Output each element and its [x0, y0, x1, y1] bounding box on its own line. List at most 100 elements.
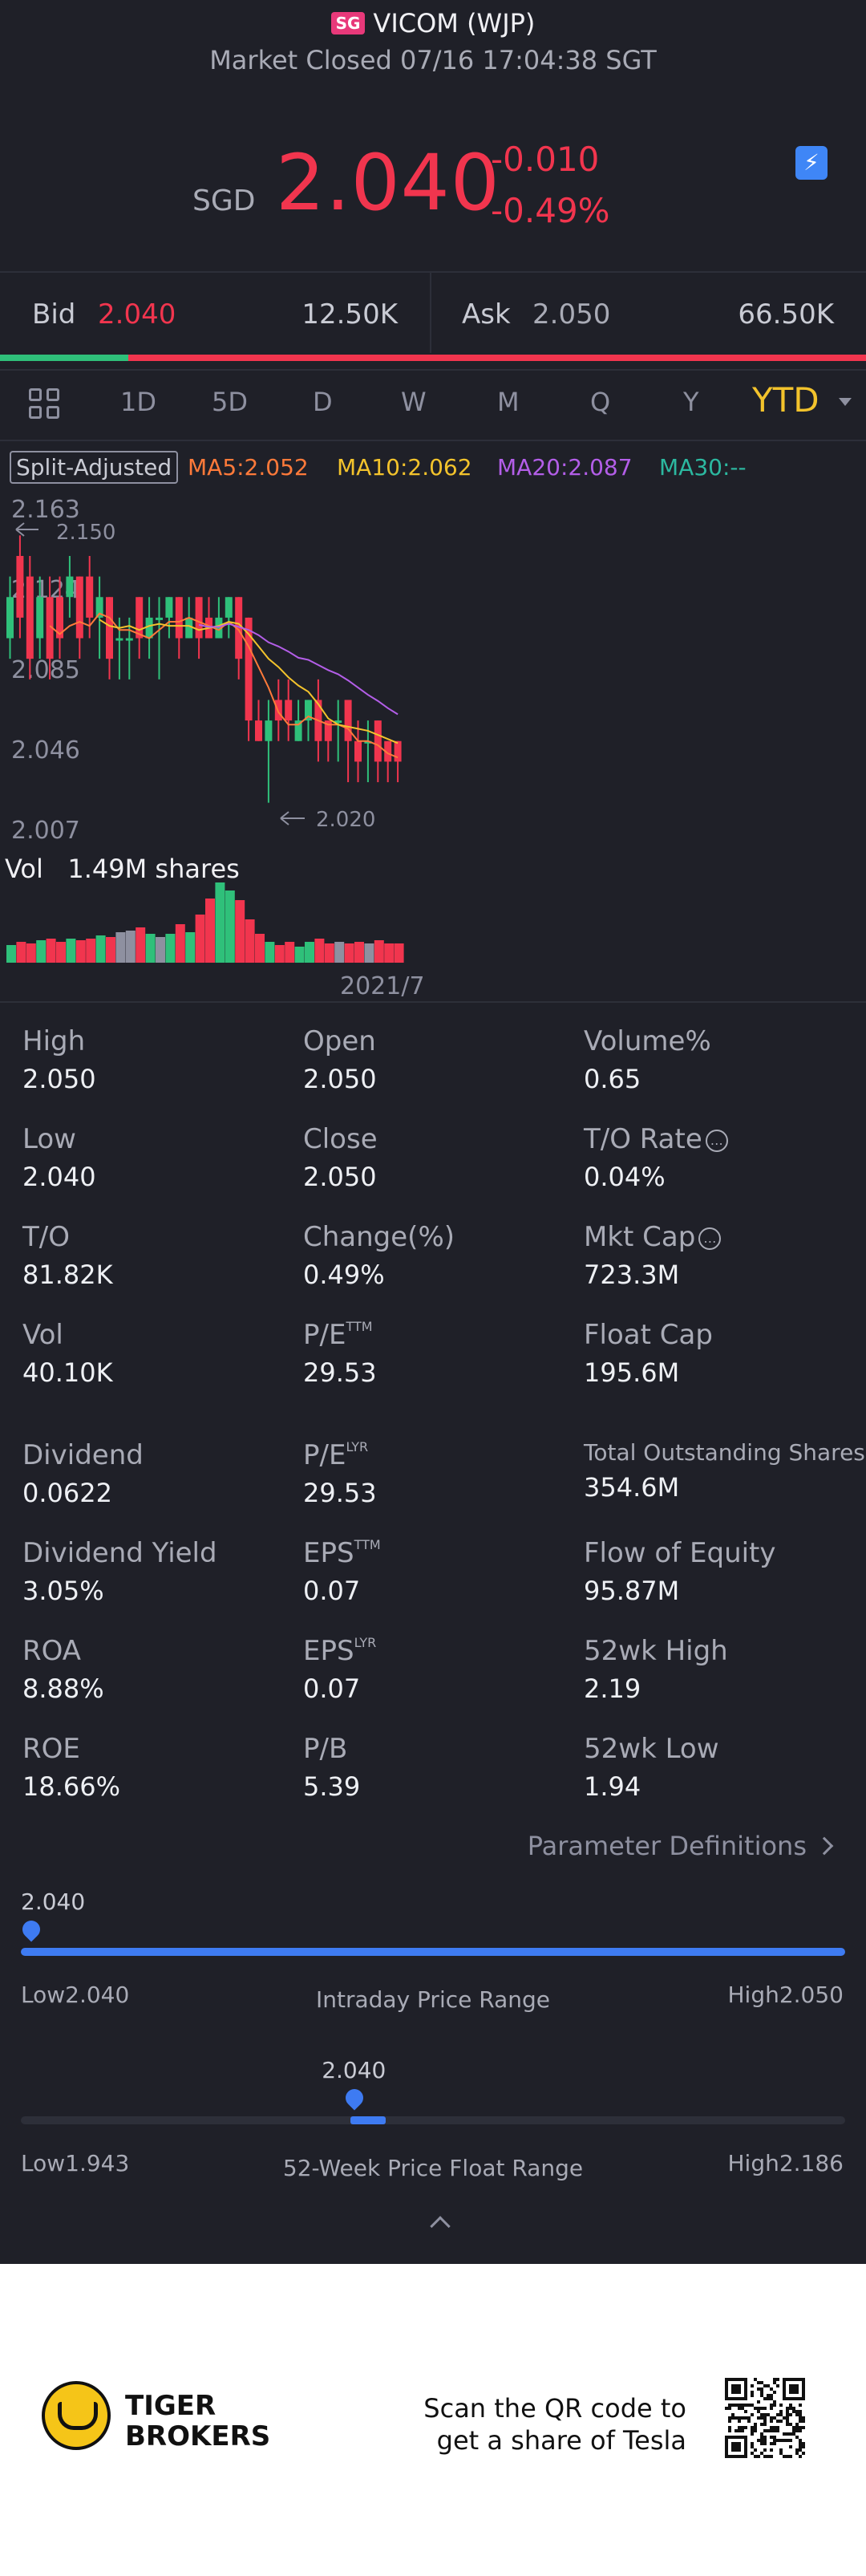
stat-value: 2.050 [303, 1064, 377, 1094]
qr-module [802, 2384, 805, 2387]
candlestick-chart[interactable]: 2.150 2.020 [0, 0, 866, 1003]
qr-module [728, 2420, 731, 2423]
qr-module [725, 2387, 728, 2391]
candle-body [136, 597, 144, 639]
qr-module [786, 2416, 789, 2420]
stat-mkt-cap: Mkt Cap… 723.3M [584, 1221, 722, 1290]
stat-label: Low [22, 1123, 76, 1155]
candle-body [165, 597, 173, 618]
qr-module [738, 2442, 741, 2445]
candle-body [285, 700, 293, 721]
chevron-down-icon[interactable] [839, 398, 852, 406]
info-icon[interactable]: … [698, 1227, 722, 1250]
tab-d[interactable]: D [313, 387, 333, 417]
stat-label: EPSTTM [303, 1537, 381, 1569]
candle-body [394, 740, 402, 762]
qr-module [760, 2387, 763, 2391]
qr-module [744, 2384, 747, 2387]
qr-module [779, 2410, 783, 2413]
qr-module [744, 2410, 747, 2413]
stat-value: 354.6M [584, 1472, 680, 1503]
divider [0, 1001, 866, 1003]
candle-body [225, 597, 233, 618]
qr-module [731, 2384, 734, 2387]
stat-label-sup: TTM [346, 1319, 373, 1334]
qr-module [799, 2448, 802, 2452]
qr-module [770, 2397, 773, 2400]
qr-module [799, 2416, 802, 2420]
qr-module [738, 2445, 741, 2448]
stat-label: Change(%) [303, 1221, 455, 1253]
qr-module [734, 2378, 738, 2381]
qr-module [741, 2436, 744, 2439]
qr-module [773, 2429, 776, 2432]
volume-bar [294, 947, 305, 963]
qr-module [763, 2429, 767, 2432]
parameter-definitions-link[interactable]: Parameter Definitions [528, 1831, 834, 1861]
stat-value: 29.53 [303, 1357, 377, 1388]
chart-layout-icon[interactable] [29, 388, 63, 422]
qr-module [731, 2445, 734, 2448]
chevron-up-icon[interactable] [430, 2216, 451, 2237]
ma30-value: MA30:-- [659, 454, 747, 481]
qr-module [731, 2455, 734, 2458]
qr-module [751, 2445, 754, 2448]
qr-module [776, 2378, 779, 2381]
qr-module [792, 2384, 795, 2387]
qr-module [744, 2426, 747, 2429]
tab-m[interactable]: M [497, 387, 520, 417]
stat-volume-: Volume% 0.65 [584, 1025, 711, 1094]
intraday-low: Low2.040 [21, 1982, 130, 2008]
stat-value: 2.19 [584, 1673, 641, 1704]
qr-module [802, 2452, 805, 2455]
qr-module [728, 2436, 731, 2439]
qr-module [783, 2381, 786, 2384]
qr-module [734, 2416, 738, 2420]
tab-y[interactable]: Y [683, 387, 699, 417]
intraday-range-track [21, 1948, 845, 1956]
qr-module [767, 2455, 770, 2458]
qr-module [741, 2426, 744, 2429]
lightning-icon[interactable]: ⚡ [795, 146, 828, 180]
stat-vol: Vol 40.10K [22, 1319, 113, 1388]
qr-module [757, 2381, 760, 2384]
tab-w[interactable]: W [401, 387, 427, 417]
stat-label-sup: TTM [354, 1537, 381, 1552]
qr-module [799, 2442, 802, 2445]
tab-ytd[interactable]: YTD [752, 380, 819, 420]
stat-label: Open [303, 1025, 376, 1057]
volume-bar [75, 940, 86, 963]
qr-module [786, 2439, 789, 2442]
qr-module [754, 2455, 757, 2458]
stat-value: 5.39 [303, 1771, 361, 1802]
y-tick-label: 2.007 [11, 817, 80, 845]
qr-module [763, 2448, 767, 2452]
volume-bar [6, 945, 16, 963]
candle-body [125, 638, 133, 641]
qr-module [760, 2432, 763, 2436]
volume-bar [374, 940, 384, 963]
stat-label: Flow of Equity [584, 1537, 776, 1569]
stat-flow-of-equity: Flow of Equity 95.87M [584, 1537, 776, 1606]
week52-current-value: 2.040 [322, 2057, 386, 2083]
tab-q[interactable]: Q [590, 387, 611, 417]
stat-dividend-yield: Dividend Yield 3.05% [22, 1537, 217, 1606]
week52-range-marker [350, 2116, 386, 2124]
volume-value: 1.49M shares [67, 854, 240, 884]
week52-low: Low1.943 [21, 2150, 130, 2176]
volume-bar [125, 931, 136, 963]
info-icon[interactable]: … [705, 1129, 728, 1152]
split-adjusted-toggle[interactable]: Split-Adjusted [10, 451, 179, 484]
qr-module [751, 2426, 754, 2429]
qr-module [751, 2429, 754, 2432]
tab-5d[interactable]: 5D [212, 387, 248, 417]
qr-module [738, 2387, 741, 2391]
qr-module [744, 2397, 747, 2400]
tab-1d[interactable]: 1D [120, 387, 156, 417]
ma10-value: MA10:2.062 [337, 454, 472, 481]
candle-body [46, 597, 54, 659]
qr-module [792, 2432, 795, 2436]
qr-module [795, 2452, 799, 2455]
qr-module [779, 2404, 783, 2407]
qr-module [725, 2452, 728, 2455]
